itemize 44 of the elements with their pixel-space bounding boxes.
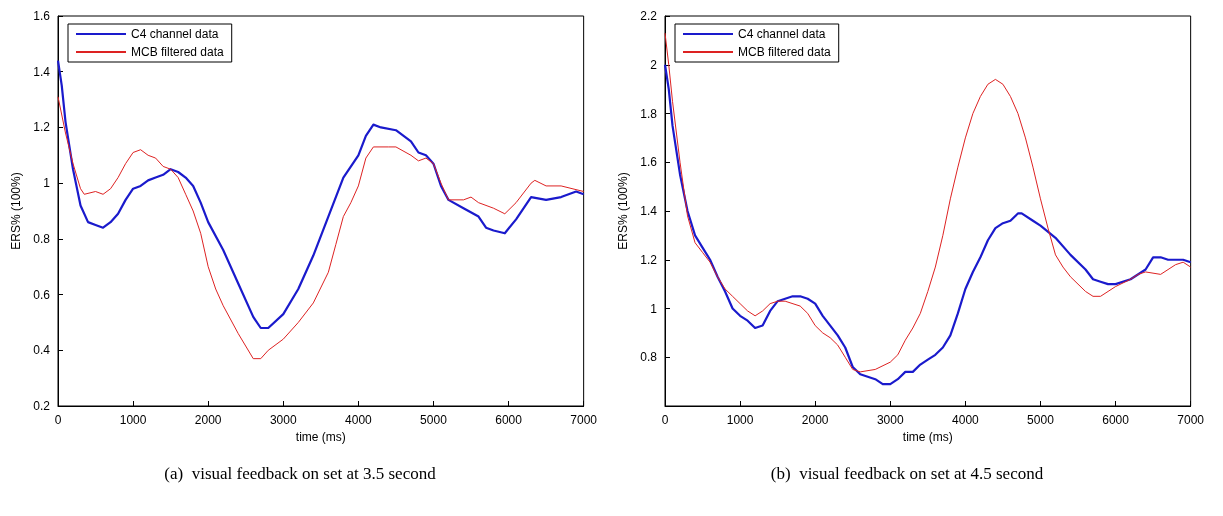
x-axis-title: time (ms) — [902, 429, 953, 444]
y-tick-label: 1.4 — [33, 64, 51, 79]
x-tick-label: 3000 — [269, 413, 297, 427]
x-tick-label: 1000 — [119, 413, 147, 427]
line-series — [56, 59, 585, 330]
legend-label: MCB filtered data — [738, 45, 832, 59]
x-tick-label: 6000 — [495, 413, 523, 427]
x-tick-label: 1000 — [726, 413, 754, 427]
y-tick-label: 1.2 — [33, 120, 51, 135]
x-axis-title: time (ms) — [295, 429, 346, 444]
legend-label: C4 channel data — [738, 27, 826, 41]
y-axis-title: ERS% (100%) — [9, 172, 23, 250]
x-tick-label: 0 — [661, 413, 669, 427]
y-tick-label: 1.2 — [640, 252, 658, 267]
y-tick-label: 1.6 — [640, 155, 658, 170]
x-tick-label: 0 — [54, 413, 62, 427]
x-tick-label: 2000 — [801, 413, 829, 427]
y-tick-label: 1 — [43, 176, 51, 191]
text: (b) visual feedback on set at 4.5 second — [770, 464, 1044, 483]
x-tick-label: 5000 — [1027, 413, 1055, 427]
x-tick-label: 4000 — [952, 413, 980, 427]
y-tick-label: 1.6 — [33, 9, 51, 23]
y-tick-label: 1.8 — [640, 106, 658, 121]
y-tick-label: 1 — [650, 301, 658, 316]
y-tick-label: 1.4 — [640, 204, 658, 218]
x-tick-label: 7000 — [570, 413, 598, 427]
y-tick-label: 0.8 — [33, 231, 51, 246]
x-tick-label: 3000 — [876, 413, 904, 427]
y-tick-label: 0.2 — [33, 399, 51, 413]
legend-label: MCB filtered data — [131, 45, 225, 59]
x-tick-label: 7000 — [1177, 413, 1205, 427]
x-tick-label: 6000 — [1102, 413, 1130, 427]
y-tick-label: 2.2 — [640, 9, 658, 23]
y-tick-label: 2 — [650, 57, 658, 72]
x-tick-label: 2000 — [194, 413, 222, 427]
y-tick-label: 0.8 — [640, 350, 658, 365]
y-tick-label: 0.6 — [33, 287, 51, 302]
legend-label: C4 channel data — [131, 27, 219, 41]
line-series — [57, 96, 585, 360]
text: (a) visual feedback on set at 3.5 second — [164, 464, 437, 483]
x-tick-label: 5000 — [420, 413, 448, 427]
x-tick-label: 4000 — [345, 413, 373, 427]
y-axis-title: ERS% (100%) — [616, 172, 630, 250]
y-tick-label: 0.4 — [33, 343, 51, 358]
